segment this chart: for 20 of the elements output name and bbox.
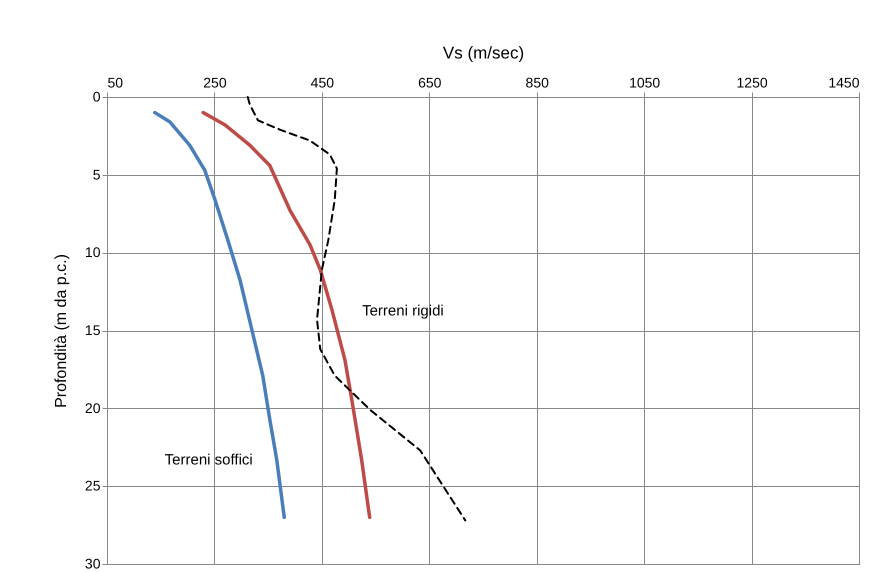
y-tick-label: 15 bbox=[84, 322, 101, 338]
x-axis-title: Vs (m/sec) bbox=[442, 44, 524, 62]
x-tick-label: 850 bbox=[526, 74, 550, 90]
y-tick-label: 30 bbox=[84, 556, 101, 572]
y-tick-label: 5 bbox=[92, 166, 101, 182]
series-label: Terreni soffici bbox=[164, 452, 253, 469]
y-tick-label: 20 bbox=[84, 400, 101, 416]
y-tick-label: 0 bbox=[92, 88, 101, 104]
series-label: Terreni rigidi bbox=[362, 302, 444, 320]
x-tick-label: 450 bbox=[310, 74, 334, 90]
x-tick-label: 1050 bbox=[629, 74, 660, 90]
y-axis-title: Profondità (m da p.c.) bbox=[52, 254, 70, 408]
line-series bbox=[153, 110, 286, 520]
y-tick-label: 25 bbox=[84, 478, 101, 494]
x-tick-label: 250 bbox=[203, 74, 227, 90]
x-tick-label: 1250 bbox=[736, 74, 768, 90]
x-tick-label: 50 bbox=[108, 74, 124, 90]
x-tick-label: 1450 bbox=[828, 74, 860, 90]
x-tick-label: 650 bbox=[418, 74, 442, 90]
y-tick-label: 10 bbox=[84, 244, 101, 260]
